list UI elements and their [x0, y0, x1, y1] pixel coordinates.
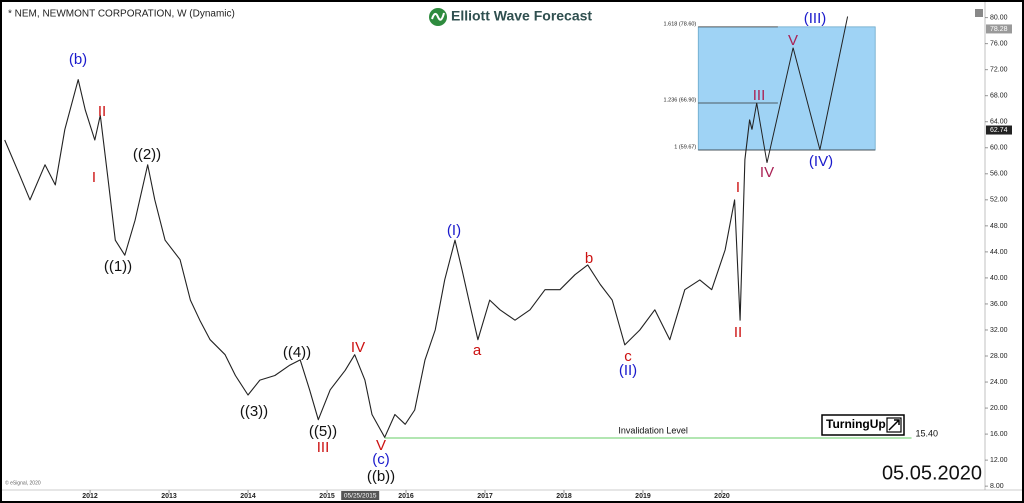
y-tick-label: 16.00 — [990, 431, 1008, 438]
wave-label: c — [624, 348, 632, 365]
invalidation-value: 15.40 — [916, 428, 939, 438]
brand-logo: Elliott Wave Forecast — [429, 8, 592, 26]
wave-label: IV — [351, 339, 365, 356]
y-tick-label: 44.00 — [990, 249, 1008, 256]
wave-label: I — [736, 179, 740, 196]
wave-label: ((3)) — [240, 403, 268, 420]
wave-label: (II) — [619, 362, 637, 379]
fib-label: 1.618 (78.60) — [664, 21, 697, 27]
y-tick-label: 52.00 — [990, 197, 1008, 204]
y-tick-label: 68.00 — [990, 93, 1008, 100]
wave-label: (b) — [69, 51, 87, 68]
x-tick-label: 2019 — [635, 493, 651, 500]
y-tick-label: 32.00 — [990, 327, 1008, 334]
y-tick-label: 56.00 — [990, 171, 1008, 178]
wave-label: a — [473, 342, 482, 359]
wave-label: ((4)) — [283, 344, 311, 361]
wave-label: (III) — [804, 10, 827, 27]
y-tick-label: 8.00 — [990, 483, 1004, 490]
y-tick-label: 40.00 — [990, 275, 1008, 282]
y-tick-label: 36.00 — [990, 301, 1008, 308]
wave-label: II — [734, 324, 742, 341]
x-tick-label: 2013 — [161, 493, 177, 500]
x-tick-label: 2017 — [477, 493, 493, 500]
wave-label: ((5)) — [309, 423, 337, 440]
badge-text: TurningUp — [826, 417, 886, 431]
wave-label: (I) — [447, 222, 461, 239]
cursor-label: 05/25/2015 — [344, 493, 377, 500]
y-tick-label: 64.00 — [990, 119, 1008, 126]
window-button[interactable] — [975, 9, 983, 17]
y-tick-label: 48.00 — [990, 223, 1008, 230]
x-tick-label: 2016 — [398, 493, 414, 500]
y-tick-label: 80.00 — [990, 15, 1008, 22]
price-line — [4, 79, 753, 438]
cursor-box — [341, 491, 380, 500]
wave-label: (c) — [372, 451, 390, 468]
wave-label: b — [585, 250, 593, 267]
x-tick-label: 2018 — [556, 493, 572, 500]
y-tick-label: 20.00 — [990, 405, 1008, 412]
x-tick-label: 2012 — [82, 493, 98, 500]
price-marker-label: 62.74 — [990, 127, 1008, 134]
wave-label: ((1)) — [104, 258, 132, 275]
wave-label: V — [788, 32, 798, 49]
y-tick-label: 60.00 — [990, 145, 1008, 152]
wave-label: III — [317, 439, 330, 456]
wave-label: ((b)) — [367, 468, 395, 485]
wave-label: ((2)) — [133, 146, 161, 163]
y-tick-label: 72.00 — [990, 67, 1008, 74]
badge-arrow — [888, 419, 900, 431]
x-tick-label: 2014 — [240, 493, 256, 500]
badge-box — [821, 414, 905, 436]
x-tick-label: 2020 — [714, 493, 730, 500]
fib-label: 1 (59.67) — [674, 144, 696, 150]
wave-label: (IV) — [809, 153, 833, 170]
y-tick-label: 76.00 — [990, 41, 1008, 48]
price-marker-label: 78.28 — [990, 26, 1008, 33]
chart-title: * NEM, NEWMONT CORPORATION, W (Dynamic) — [8, 9, 235, 20]
wave-label: II — [98, 103, 106, 120]
wave-label: III — [753, 87, 766, 104]
price-marker — [986, 24, 1012, 34]
logo-wave — [431, 12, 445, 21]
x-tick-label: 2015 — [319, 493, 335, 500]
projection-line — [751, 16, 849, 163]
y-tick-label: 28.00 — [990, 353, 1008, 360]
badge-icon — [886, 417, 902, 433]
y-tick-label: 12.00 — [990, 457, 1008, 464]
invalidation-label: Invalidation Level — [618, 425, 688, 435]
brand-name: Elliott Wave Forecast — [451, 8, 592, 24]
fib-label: 1.236 (66.90) — [664, 97, 697, 103]
wave-label: V — [376, 437, 386, 454]
badge: TurningUp — [821, 414, 905, 436]
copyright: © eSignal, 2020 — [5, 479, 41, 486]
y-tick-label: 24.00 — [990, 379, 1008, 386]
fib-box — [697, 26, 876, 151]
wave-label: IV — [760, 164, 774, 181]
date-stamp: 05.05.2020 — [882, 462, 982, 484]
price-marker — [986, 125, 1012, 135]
wave-label: I — [92, 169, 96, 186]
